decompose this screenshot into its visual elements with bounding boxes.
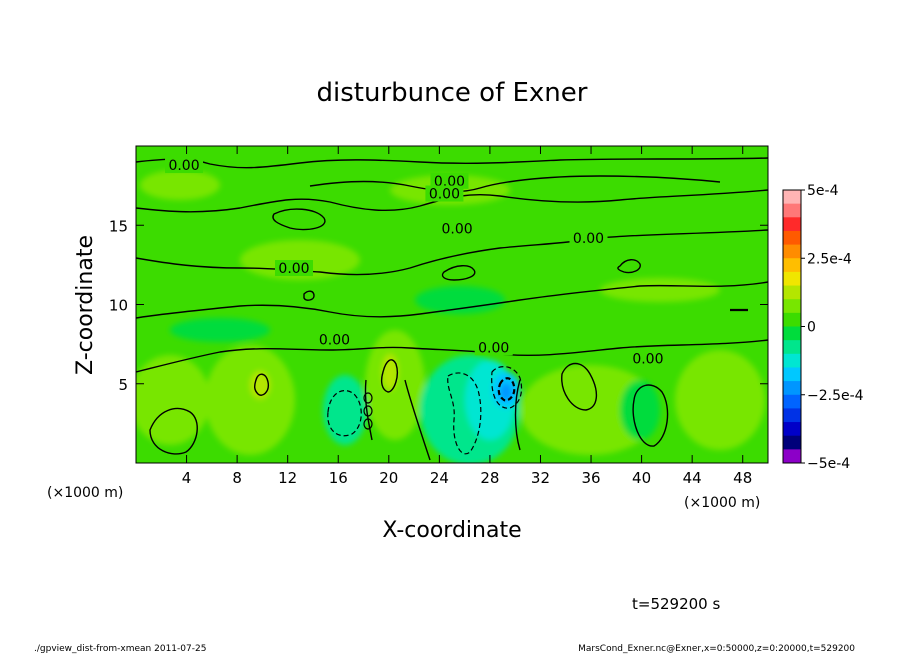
x-tick-label: 44 bbox=[683, 469, 702, 487]
colorbar-swatch bbox=[783, 203, 801, 218]
colorbar: 5e-4 2.5e-4 0 −2.5e-4 −5e-4 bbox=[782, 183, 864, 472]
colorbar-tick-label: −2.5e-4 bbox=[807, 388, 864, 404]
y-axis-label: Z-coordinate bbox=[73, 235, 98, 375]
x-tick-label: 8 bbox=[232, 469, 242, 487]
colorbar-swatch bbox=[783, 367, 801, 382]
contour-label-bg bbox=[315, 331, 354, 348]
colorbar-swatch bbox=[783, 217, 801, 232]
colorbar-swatch bbox=[783, 353, 801, 368]
colorbar-swatch bbox=[783, 340, 801, 355]
x-tick-label: 16 bbox=[329, 469, 348, 487]
x-axis: 4 8 12 16 20 24 28 32 36 40 44 48 bbox=[182, 146, 752, 487]
contour-label-bg bbox=[438, 220, 477, 237]
colorbar-swatch bbox=[783, 258, 801, 273]
x-tick-label: 12 bbox=[278, 469, 297, 487]
footer-right: MarsCond_Exner.nc@Exner,x=0:50000,z=0:20… bbox=[578, 644, 855, 654]
contour-label-bg bbox=[275, 260, 313, 277]
colorbar-tick-label: 2.5e-4 bbox=[807, 251, 852, 267]
x-tick-label: 40 bbox=[632, 469, 651, 487]
colorbar-swatch bbox=[783, 312, 801, 327]
y-tick-label: 5 bbox=[118, 376, 128, 394]
x-tick-label: 36 bbox=[581, 469, 600, 487]
colorbar-swatch bbox=[783, 285, 801, 300]
contour-label-bg bbox=[430, 172, 469, 189]
contour-labels: 0.000.000.000.000.000.000.00 0.000.00 bbox=[165, 157, 667, 367]
colorbar-tick-label: 5e-4 bbox=[807, 183, 839, 199]
contour-label: 0.00 bbox=[429, 187, 460, 203]
contour-label-bg bbox=[569, 229, 608, 246]
contour-label-bg bbox=[165, 157, 204, 174]
colorbar-tick-label: −5e-4 bbox=[807, 456, 850, 472]
x-tick-label: 32 bbox=[531, 469, 550, 487]
colorbar-swatch bbox=[783, 230, 801, 246]
colorbar-swatch bbox=[783, 299, 801, 314]
footer-left: ./gpview_dist-from-xmean 2011-07-25 bbox=[34, 644, 206, 654]
x-axis-label: X-coordinate bbox=[382, 518, 521, 543]
contour-label-bg bbox=[425, 185, 464, 202]
contour-label: 0.00 bbox=[441, 221, 472, 237]
x-unit-left: (×1000 m) bbox=[47, 485, 123, 501]
y-tick-label: 15 bbox=[109, 217, 128, 235]
contour-label-bg bbox=[628, 350, 667, 367]
colorbar-swatch bbox=[783, 190, 801, 205]
x-tick-label: 48 bbox=[733, 469, 752, 487]
colorbar-swatch bbox=[783, 271, 801, 287]
colorbar-swatch bbox=[783, 244, 801, 259]
contour-label: 0.00 bbox=[478, 340, 509, 356]
y-tick-label: 10 bbox=[109, 297, 128, 315]
contour-label-bg bbox=[474, 339, 513, 356]
contour-label: 0.00 bbox=[573, 231, 604, 247]
x-unit-right: (×1000 m) bbox=[684, 495, 760, 511]
time-annotation: t=529200 s bbox=[632, 595, 720, 613]
x-tick-label: 24 bbox=[430, 469, 449, 487]
x-tick-label: 4 bbox=[182, 469, 192, 487]
contour-label: 0.00 bbox=[168, 158, 199, 174]
colorbar-swatch bbox=[783, 422, 801, 437]
colorbar-swatch bbox=[783, 449, 801, 464]
contour-label: 0.00 bbox=[632, 351, 663, 367]
chart-title: disturbunce of Exner bbox=[317, 78, 588, 108]
x-tick-label: 20 bbox=[379, 469, 398, 487]
colorbar-swatch bbox=[783, 435, 801, 450]
contour-label: 0.00 bbox=[319, 332, 350, 348]
x-tick-label: 28 bbox=[480, 469, 499, 487]
colorbar-swatch bbox=[783, 408, 801, 423]
colorbar-swatch bbox=[783, 381, 801, 396]
contour-label: 0.00 bbox=[278, 261, 309, 277]
colorbar-swatch bbox=[783, 326, 801, 341]
colorbar-tick-label: 0 bbox=[807, 320, 816, 336]
y-axis: 5 10 15 bbox=[109, 217, 768, 394]
colorbar-swatch bbox=[783, 394, 801, 409]
